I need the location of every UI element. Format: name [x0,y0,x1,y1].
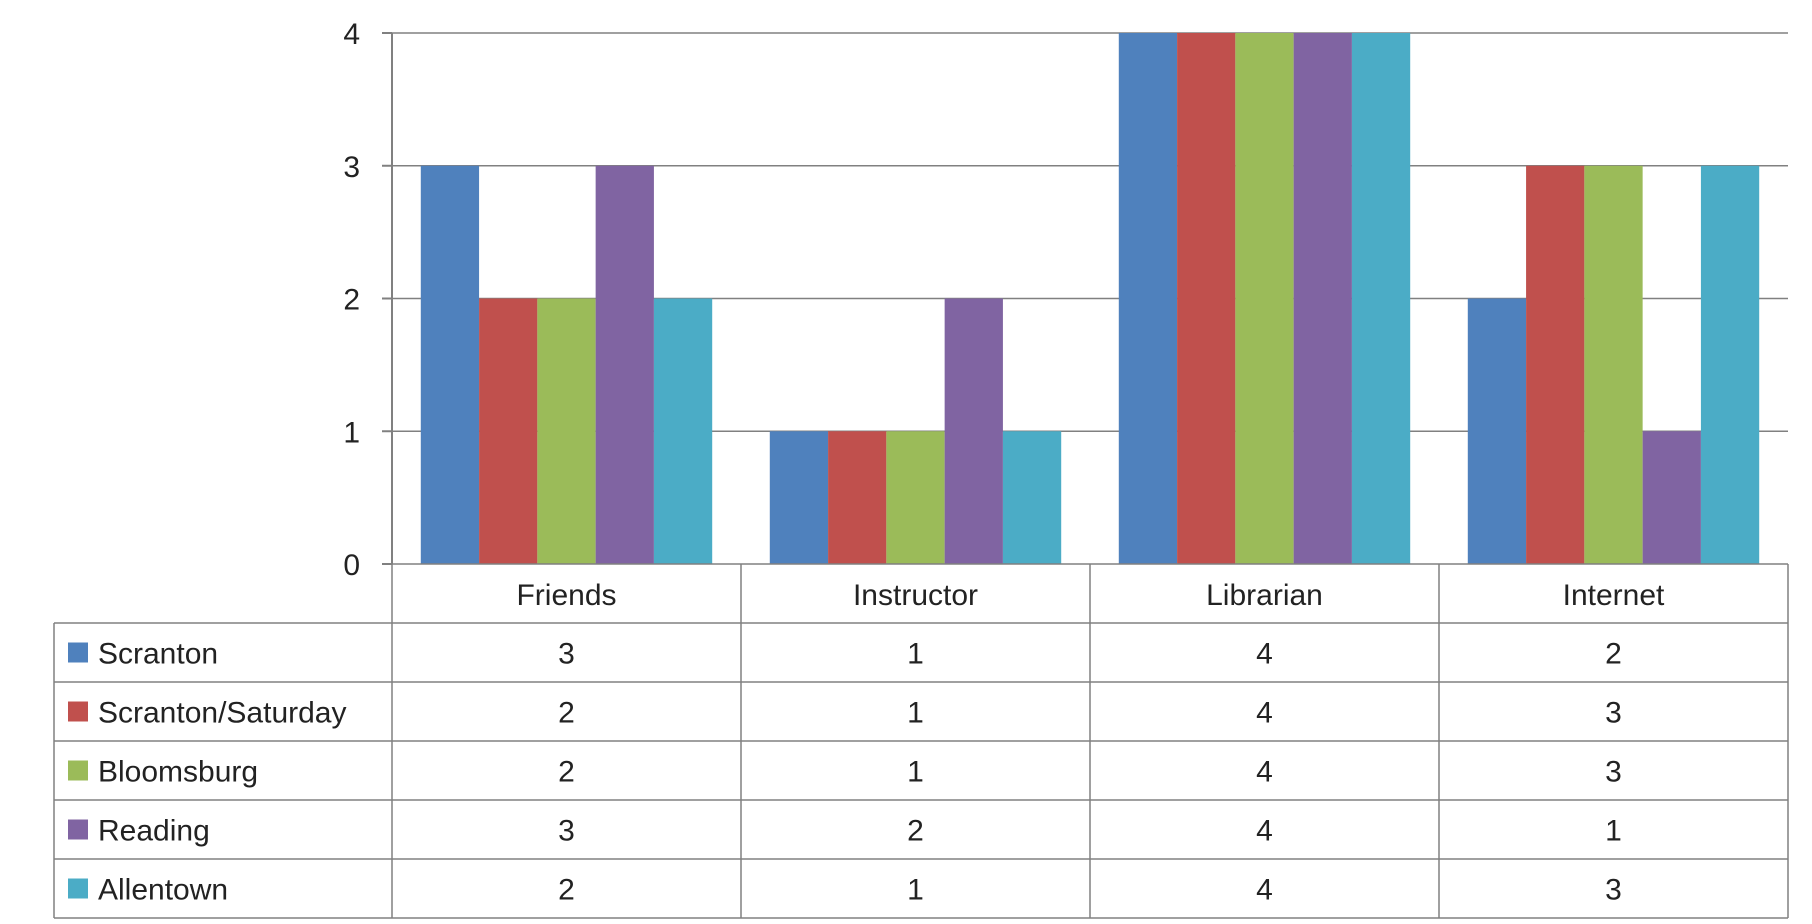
bar-scranton-saturday-librarian [1177,33,1236,564]
bar-allentown-friends [653,298,713,564]
series-label: Reading [98,815,210,848]
table-cell-value: 2 [558,697,575,730]
category-label: Internet [1563,579,1665,612]
table-cell-value: 3 [1605,874,1622,907]
bar-scranton-saturday-instructor [828,431,887,564]
bars [420,33,1760,564]
table-cell-value: 3 [558,815,575,848]
table-cell-value: 4 [1256,874,1273,907]
y-tick-label: 2 [343,284,360,317]
category-label: Friends [516,579,616,612]
bar-allentown-internet [1700,165,1760,564]
y-tick-label: 1 [343,416,360,449]
series-label: Scranton [98,638,218,671]
table-cell-value: 2 [907,815,924,848]
bar-scranton-saturday-friends [479,298,538,564]
bar-scranton-instructor [769,431,829,564]
bar-bloomsburg-instructor [886,431,945,564]
bar-reading-instructor [944,298,1003,564]
category-label: Instructor [853,579,978,612]
legend-key [68,760,88,781]
y-tick-label: 3 [343,151,360,184]
legend-key [68,701,88,722]
bar-scranton-saturday-internet [1526,165,1585,564]
category-label: Librarian [1206,579,1323,612]
table-cell-value: 4 [1256,756,1273,789]
table-cell-value: 1 [907,756,924,789]
y-tick-labels: 0 1 2 3 4 [343,18,392,582]
legend-key [68,878,88,899]
table-cell-value: 3 [1605,756,1622,789]
bar-bloomsburg-friends [537,298,596,564]
table-cell-value: 4 [1256,815,1273,848]
data-table: Friends Instructor Librarian Internet Scrant… [53,563,1789,919]
bar-allentown-librarian [1351,33,1411,564]
table-cell-value: 1 [907,697,924,730]
series-label: Bloomsburg [98,756,258,789]
table-cell-value: 3 [1605,697,1622,730]
bar-reading-friends [595,165,654,564]
table-cell-value: 1 [1605,815,1622,848]
bar-reading-librarian [1293,33,1352,564]
bar-bloomsburg-librarian [1235,33,1294,564]
y-tick-label: 4 [343,18,360,51]
bar-scranton-librarian [1118,33,1178,564]
table-cell-value: 2 [558,756,575,789]
series-label: Scranton/Saturday [98,697,346,730]
table-cell-value: 2 [558,874,575,907]
series-label: Allentown [98,874,228,907]
table-cell-value: 1 [907,874,924,907]
bar-allentown-instructor [1002,431,1062,564]
bar-scranton-friends [420,165,480,564]
legend-key [68,642,88,663]
table-cell-value: 3 [558,638,575,671]
y-tick-label: 0 [343,549,360,582]
table-cell-value: 4 [1256,697,1273,730]
table-cell-value: 4 [1256,638,1273,671]
bar-reading-internet [1642,431,1701,564]
legend-key [68,819,88,840]
bar-scranton-internet [1467,298,1527,564]
table-cell-value: 1 [907,638,924,671]
table-cell-value: 2 [1605,638,1622,671]
bar-bloomsburg-internet [1584,165,1643,564]
